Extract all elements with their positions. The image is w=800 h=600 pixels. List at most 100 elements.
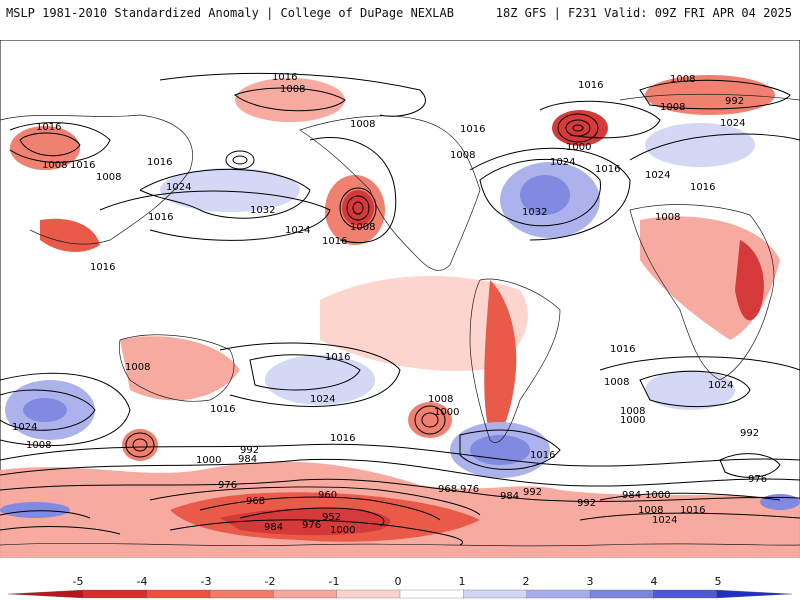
contour-label: 1016 bbox=[147, 157, 172, 168]
contour-label: 1024 bbox=[310, 394, 335, 405]
isobar-labels: 1016 1008 1016 1008 1016 1008 1016 1024 … bbox=[12, 72, 767, 536]
contour-label: 992 bbox=[523, 487, 542, 498]
anomaly-australia bbox=[120, 336, 240, 401]
colorbar-segment bbox=[463, 589, 528, 599]
contour-label: 1008 bbox=[670, 74, 695, 85]
contour-label: 1016 bbox=[272, 72, 297, 83]
contour-label: 1008 bbox=[125, 362, 150, 373]
contour-label: 984 bbox=[622, 490, 641, 501]
contour-label: 1008 bbox=[450, 150, 475, 161]
contour-label: 1016 bbox=[690, 182, 715, 193]
contour-label: 1016 bbox=[210, 404, 235, 415]
colorbar-ticks: -5 -4 -3 -2 -1 0 1 2 3 4 5 bbox=[73, 575, 722, 588]
contour-label: 1024 bbox=[645, 170, 670, 181]
contour-label: 1024 bbox=[166, 182, 191, 193]
contour-label: 976 bbox=[218, 480, 237, 491]
contour-label: 1008 bbox=[26, 440, 51, 451]
contour-label: 1016 bbox=[460, 124, 485, 135]
contour-label: 1024 bbox=[652, 515, 677, 526]
anomaly-tasman-low bbox=[122, 429, 158, 461]
colorbar-segment bbox=[336, 589, 401, 599]
anomaly-east-edge-high bbox=[760, 494, 800, 510]
contour-label: 1008 bbox=[280, 84, 305, 95]
colorbar-tick-label: -4 bbox=[137, 575, 148, 588]
contour-label: 984 bbox=[264, 522, 283, 533]
contour-label: 976 bbox=[302, 520, 321, 531]
contour-label: 1000 bbox=[434, 407, 459, 418]
contour-label: 984 bbox=[238, 454, 257, 465]
colorbar-tick-label: 5 bbox=[715, 575, 722, 588]
anomaly-africa-core bbox=[735, 240, 764, 321]
contour-label: 1008 bbox=[428, 394, 453, 405]
contour-label: 1008 bbox=[96, 172, 121, 183]
anomaly-natl-core bbox=[520, 175, 570, 215]
contour-label: 1000 bbox=[645, 490, 670, 501]
contour-label: 1008 bbox=[638, 505, 663, 516]
colorbar-segment bbox=[83, 589, 148, 599]
colorbar-segment bbox=[209, 589, 274, 599]
contour-label: 1016 bbox=[325, 352, 350, 363]
anomaly-south-america bbox=[484, 280, 517, 436]
coast-africa bbox=[629, 204, 775, 381]
anomaly-satl-core bbox=[470, 435, 530, 465]
contour-label: 1024 bbox=[708, 380, 733, 391]
contour-label: 1016 bbox=[680, 505, 705, 516]
colorbar-tick-label: -3 bbox=[201, 575, 212, 588]
coast-australia bbox=[118, 334, 235, 402]
contour-label: 984 bbox=[500, 491, 519, 502]
contour-label: 1008 bbox=[620, 406, 645, 417]
contour-label: 992 bbox=[725, 96, 744, 107]
contour-label: 992 bbox=[240, 445, 259, 456]
anomaly-tropical-pacific bbox=[320, 276, 528, 371]
contour-label: 1008 bbox=[604, 377, 629, 388]
colorbar-segment bbox=[716, 589, 793, 599]
contour-label: 968 bbox=[246, 496, 265, 507]
anomaly-west-edge-high bbox=[0, 502, 70, 518]
contour-label: 1016 bbox=[330, 433, 355, 444]
anomaly-nw-low bbox=[10, 126, 80, 170]
contour-label: 1032 bbox=[522, 207, 547, 218]
coast-antarctica bbox=[0, 542, 800, 547]
anomaly-ne-core bbox=[552, 110, 608, 146]
contour-label: 1000 bbox=[196, 455, 221, 466]
colorbar-segment bbox=[146, 589, 211, 599]
colorbar-segment bbox=[653, 589, 718, 599]
contour-label: 1008 bbox=[655, 212, 680, 223]
contour-label: 1008 bbox=[350, 119, 375, 130]
anomaly-southern-deep bbox=[220, 508, 391, 536]
colorbar-tick-label: -2 bbox=[265, 575, 276, 588]
map-title: MSLP 1981-2010 Standardized Anomaly | Co… bbox=[6, 6, 454, 20]
isobars bbox=[0, 72, 800, 546]
anomaly-south-indian-high bbox=[645, 370, 735, 410]
colorbar-tick-label: 0 bbox=[395, 575, 402, 588]
anomaly-indian-core bbox=[23, 398, 67, 422]
contour-label: 1024 bbox=[285, 225, 310, 236]
contour-label: 992 bbox=[577, 498, 596, 509]
coast-eurasia bbox=[0, 93, 800, 245]
contour-label: 968 bbox=[438, 484, 457, 495]
contour-label: 1024 bbox=[550, 157, 575, 168]
contour-label: 1000 bbox=[330, 525, 355, 536]
contour-label: 1024 bbox=[12, 422, 37, 433]
colorbar-tick-label: 3 bbox=[587, 575, 594, 588]
contour-label: 1016 bbox=[610, 344, 635, 355]
contour-label: 1016 bbox=[70, 160, 95, 171]
contour-label: 1016 bbox=[530, 450, 555, 461]
colorbar: -5 -4 -3 -2 -1 0 1 2 3 4 5 bbox=[7, 575, 793, 599]
contour-label: 1024 bbox=[720, 118, 745, 129]
anomaly-europe-high bbox=[645, 123, 755, 167]
anomaly-shading bbox=[0, 75, 800, 558]
contour-label: 1016 bbox=[578, 80, 603, 91]
mslp-anomaly-map: 1016 1008 1016 1008 1016 1008 1016 1024 … bbox=[0, 40, 800, 558]
coastlines bbox=[0, 93, 800, 547]
colorbar-segment bbox=[399, 589, 464, 599]
contour-label: 952 bbox=[322, 512, 341, 523]
contour-label: 1016 bbox=[36, 122, 61, 133]
colorbar-tick-label: 1 bbox=[459, 575, 466, 588]
contour-label: 1016 bbox=[90, 262, 115, 273]
colorbar-tick-label: 4 bbox=[651, 575, 658, 588]
contour-label: 976 bbox=[460, 484, 479, 495]
anomaly-npac-core bbox=[342, 190, 374, 226]
colorbar-tick-label: 2 bbox=[523, 575, 530, 588]
colorbar-tick-label: -5 bbox=[73, 575, 84, 588]
